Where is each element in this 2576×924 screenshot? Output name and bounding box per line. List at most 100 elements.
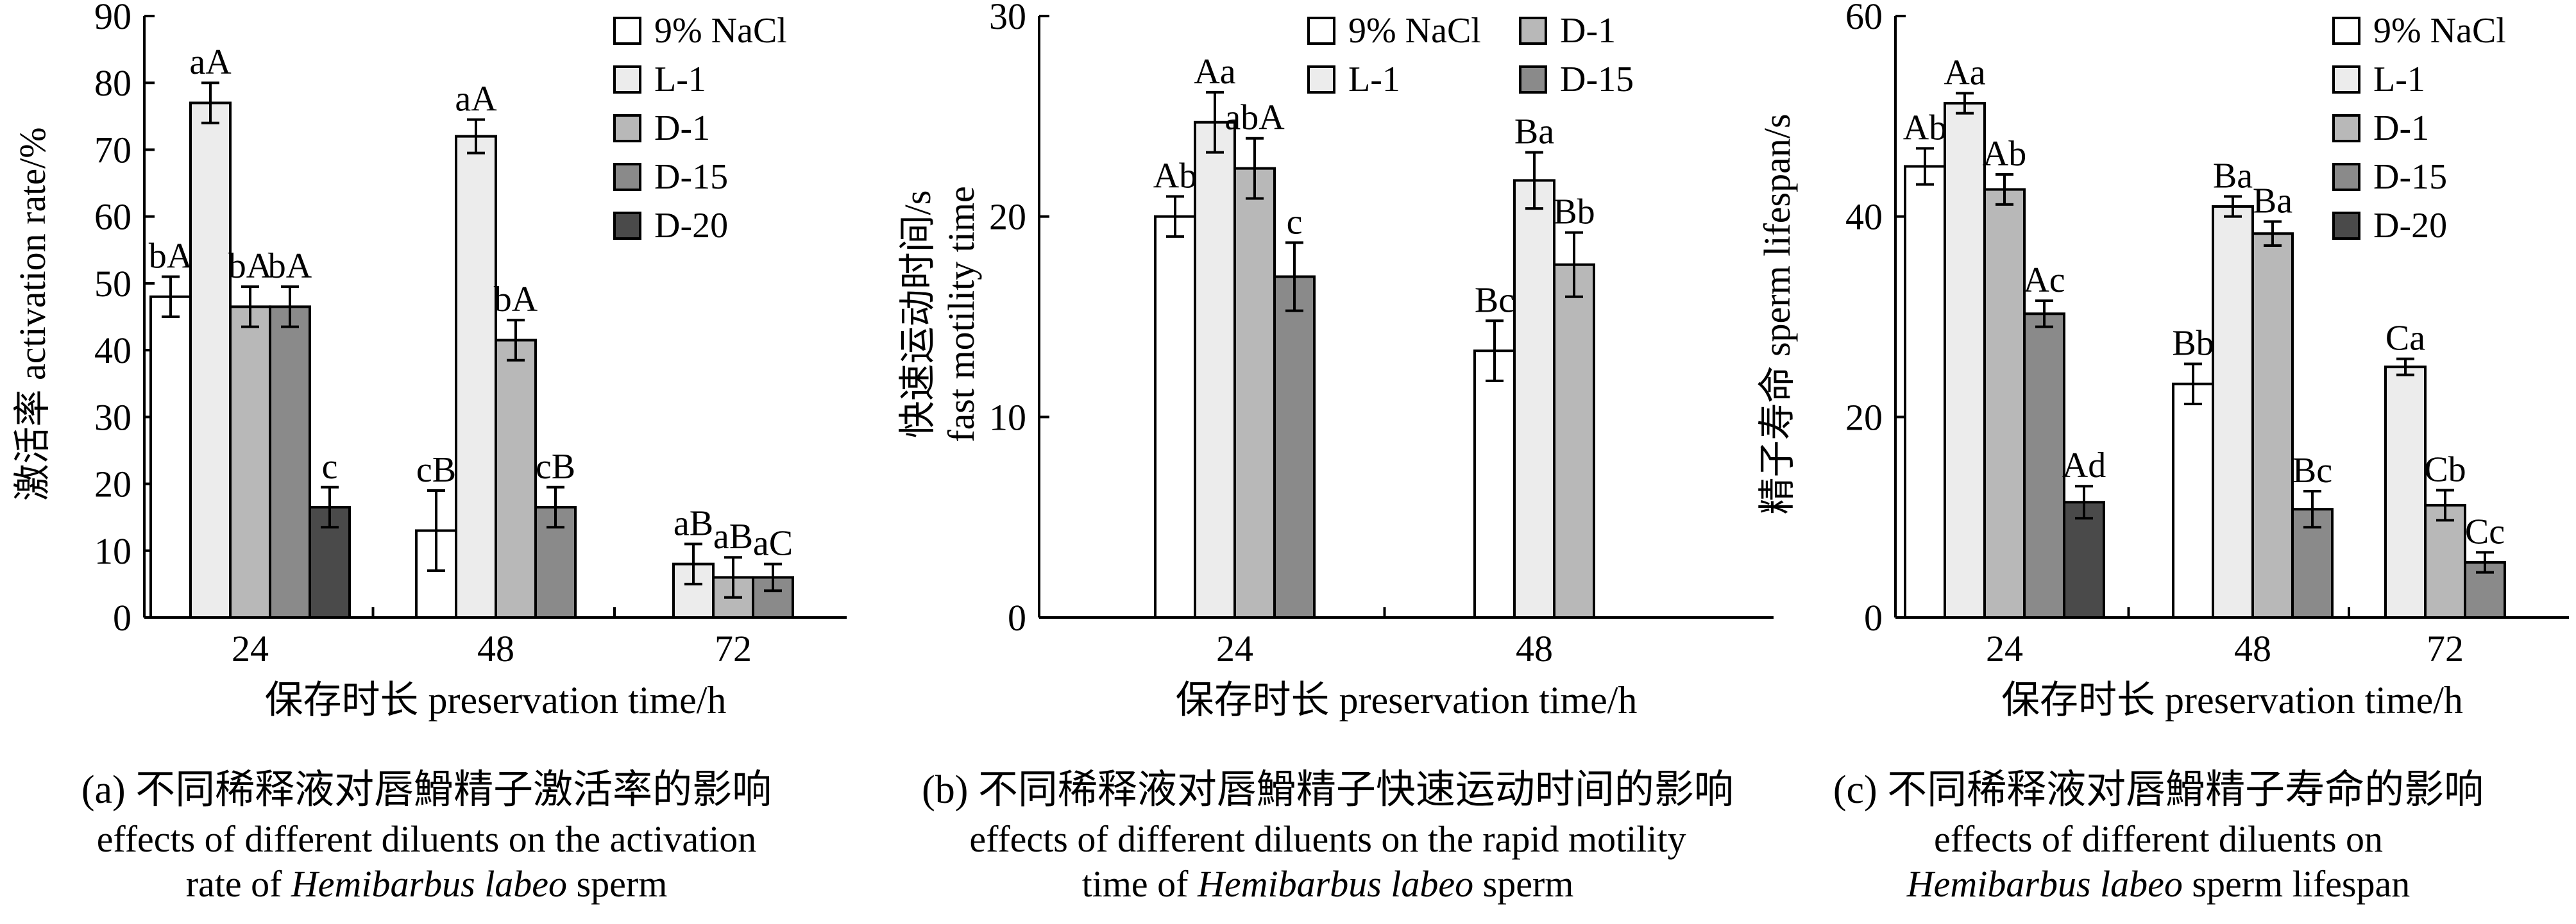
- data-label: aC: [753, 524, 793, 564]
- y-tick-label: 40: [1845, 196, 1883, 238]
- bar: [1233, 167, 1276, 619]
- chart-sperm-lifespan: 0 20 40 60 24 48 72 保存时长 preservation time/h 精子寿…: [1756, 0, 2569, 721]
- bar: [269, 305, 311, 619]
- bar: [2063, 501, 2105, 619]
- bar: [2212, 205, 2254, 619]
- chart-activation-rate: 0 10 20 30 40 50 60 70 80 90 24 48 72 保存时长 preservati…: [12, 0, 847, 721]
- legend-label: D-15: [2373, 157, 2447, 197]
- y-tick-label: 0: [113, 597, 131, 639]
- caption-en-line-1: effects of different diluents on the rap…: [969, 818, 1686, 860]
- data-label: aB: [713, 517, 753, 557]
- data-label: Ba: [2253, 181, 2292, 221]
- data-label: Ca: [2385, 319, 2425, 358]
- legend-label: 9% NaCl: [654, 11, 787, 51]
- bar: [1194, 121, 1236, 619]
- legend-swatch: [613, 212, 641, 240]
- legend-label: D-15: [654, 157, 728, 197]
- y-axis-label: 快速运动时间/s: [897, 190, 938, 439]
- bar: [1473, 349, 1516, 619]
- y-tick-label: 10: [989, 396, 1026, 438]
- legend: 9% NaCl L-1 D-1 D-15 D-20: [613, 11, 787, 246]
- y-tick-label: 70: [94, 129, 131, 171]
- x-tick-label: 72: [715, 628, 752, 669]
- legend-swatch: [613, 65, 641, 94]
- bar: [2424, 503, 2466, 619]
- data-label: Aa: [1944, 53, 1985, 92]
- y-tick-label: 90: [94, 0, 131, 37]
- bar: [2384, 365, 2427, 619]
- legend-swatch: [2332, 212, 2360, 240]
- data-label: bA: [228, 246, 273, 286]
- bar: [495, 339, 537, 619]
- bar: [149, 295, 192, 619]
- y-axis-label-2: fast motility time: [940, 186, 982, 442]
- caption-sperm-lifespan: (c) 不同稀释液对唇䱻精子寿命的影响 effects of different…: [1745, 763, 2572, 907]
- data-label: cB: [536, 447, 575, 487]
- data-label: bA: [149, 236, 193, 276]
- data-label: aB: [674, 503, 713, 543]
- legend-swatch: [1307, 17, 1335, 45]
- x-tick-label: 24: [1986, 628, 2023, 669]
- bar: [189, 101, 232, 619]
- data-label: cB: [416, 450, 456, 490]
- caption-en-line-2: rate of Hemibarbus labeo sperm: [185, 863, 668, 905]
- bar: [1553, 263, 1595, 619]
- legend-swatch: [613, 114, 641, 142]
- y-tick-label: 0: [1864, 597, 1883, 639]
- data-label: aA: [189, 42, 232, 82]
- y-tick-label: 80: [94, 62, 131, 104]
- legend-swatch: [613, 163, 641, 191]
- legend-swatch: [2332, 163, 2360, 191]
- data-label: Ab: [1153, 156, 1197, 196]
- bar: [455, 135, 497, 619]
- x-axis-label: 保存时长 preservation time/h: [2001, 679, 2463, 721]
- y-tick-label: 20: [1845, 396, 1883, 438]
- bar: [2251, 232, 2294, 619]
- legend-label: D-20: [654, 206, 728, 246]
- data-label: Ba: [1514, 112, 1554, 152]
- caption-cn: (b) 不同稀释液对唇䱻精子快速运动时间的影响: [922, 768, 1734, 812]
- bar: [2291, 508, 2334, 619]
- bar: [1154, 215, 1196, 619]
- legend-swatch: [1307, 65, 1335, 94]
- legend-label: 9% NaCl: [1348, 11, 1481, 51]
- caption-en-line-1: effects of different diluents on: [1933, 818, 2384, 860]
- y-tick-label: 20: [989, 196, 1026, 238]
- data-label: aA: [455, 80, 497, 119]
- data-label: Bc: [1475, 280, 1514, 320]
- legend-swatch: [2332, 114, 2360, 142]
- caption-activation-rate: (a) 不同稀释液对唇䱻精子激活率的影响 effects of differen…: [0, 763, 853, 907]
- data-label: Ad: [2062, 446, 2106, 485]
- panel-activation-rate: 0 10 20 30 40 50 60 70 80 90 24 48 72 保存时长 preservati…: [0, 0, 853, 924]
- bar: [1273, 275, 1316, 619]
- caption-fast-motility-time: (b) 不同稀释液对唇䱻精子快速运动时间的影响 effects of diffe…: [879, 763, 1777, 907]
- y-axis-label: 精子寿命 sperm lifespan/s: [1756, 113, 1798, 514]
- x-tick-label: 24: [1216, 628, 1253, 669]
- x-tick-label: 48: [1516, 628, 1553, 669]
- x-tick-label: 48: [477, 628, 514, 669]
- y-tick-label: 40: [94, 330, 131, 371]
- bar: [2172, 382, 2214, 619]
- caption-en-line-2: time of Hemibarbus labeo sperm: [1081, 863, 1574, 905]
- data-label: Bb: [2172, 323, 2214, 363]
- legend-label: L-1: [654, 60, 706, 99]
- data-label: Ab: [1903, 108, 1947, 147]
- x-axis-label: 保存时长 preservation time/h: [1176, 679, 1638, 721]
- data-label: bA: [494, 280, 538, 319]
- y-tick-label: 60: [1845, 0, 1883, 37]
- y-tick-label: 50: [94, 263, 131, 305]
- legend-swatch: [1519, 65, 1547, 94]
- bar: [229, 305, 271, 619]
- y-tick-label: 30: [94, 396, 131, 438]
- legend-label: L-1: [2373, 60, 2425, 99]
- data-label: abA: [1224, 98, 1285, 138]
- legend-swatch: [613, 17, 641, 45]
- legend-swatch: [1519, 17, 1547, 45]
- y-tick-label: 30: [989, 0, 1026, 37]
- x-tick-label: 48: [2234, 628, 2271, 669]
- data-label: c: [1287, 202, 1303, 242]
- x-tick-label: 72: [2427, 628, 2464, 669]
- legend: 9% NaCl L-1 D-1 D-15 D-20: [2332, 11, 2506, 246]
- bar: [1513, 179, 1555, 619]
- legend-label: D-15: [1560, 60, 1634, 99]
